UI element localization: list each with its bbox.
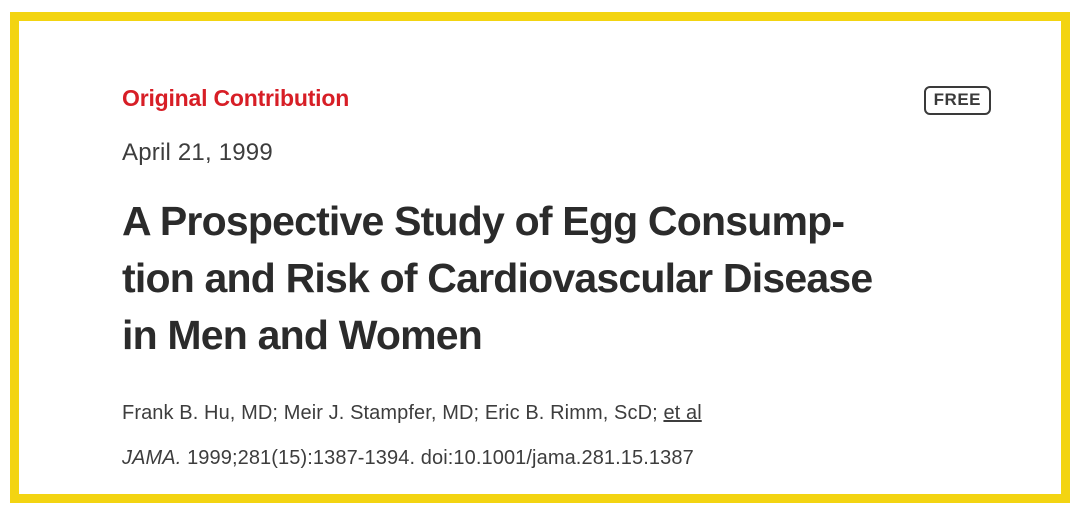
- title-line-2: tion and Risk of Cardiovascular Disease: [122, 255, 873, 302]
- article-title: A Prospective Study of Egg Consump- tion…: [122, 193, 991, 364]
- et-al-link[interactable]: et al: [663, 402, 702, 425]
- free-access-badge: FREE: [923, 86, 991, 116]
- title-line-3: in Men and Women: [122, 312, 483, 359]
- journal-name: JAMA.: [122, 447, 182, 470]
- citation-line: JAMA. 1999;281(15):1387-1394. doi:10.100…: [122, 447, 991, 470]
- article-header: Original Contribution FREE April 21, 199…: [19, 21, 1061, 470]
- citation-text: 1999;281(15):1387-1394. doi:10.1001/jama…: [181, 447, 694, 470]
- title-line-1: A Prospective Study of Egg Consump-: [122, 198, 845, 245]
- top-row: Original Contribution FREE: [122, 85, 991, 116]
- yellow-frame: Original Contribution FREE April 21, 199…: [10, 12, 1070, 503]
- authors-text: Frank B. Hu, MD; Meir J. Stampfer, MD; E…: [122, 402, 664, 425]
- category-link[interactable]: Original Contribution: [122, 85, 350, 111]
- authors-line: Frank B. Hu, MD; Meir J. Stampfer, MD; E…: [122, 402, 991, 425]
- publication-date: April 21, 1999: [122, 139, 273, 167]
